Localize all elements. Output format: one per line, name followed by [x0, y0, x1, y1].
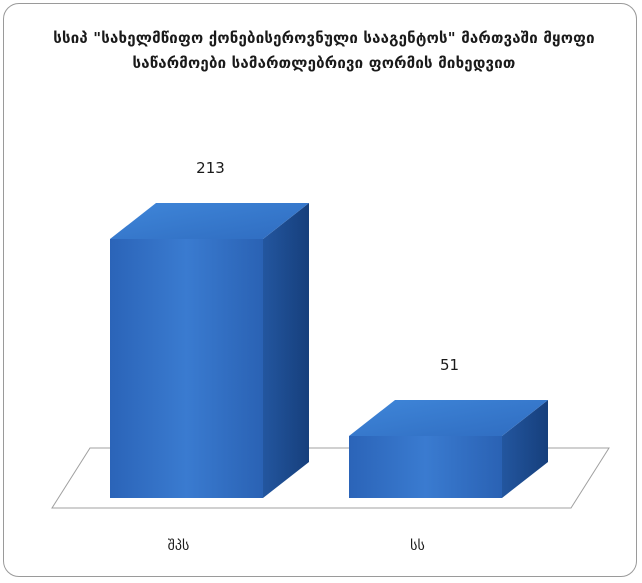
bar-1: [110, 203, 309, 498]
bar-top-2: [349, 399, 548, 436]
bar-side-1: [263, 203, 309, 498]
category-label-1: შპს: [168, 538, 190, 554]
bar-front-1: [110, 239, 263, 498]
category-label-2: სს: [410, 538, 425, 554]
bar-side-2: [502, 399, 548, 498]
chart-title: სსიპ "სახელმწიფო ქონებისეროვნული სააგენტ…: [53, 29, 595, 72]
labels-group: 213 შპს 51 სს: [168, 159, 459, 554]
chart-plot: 213 შპს 51 სს: [51, 159, 610, 554]
chart-frame: სსიპ "სახელმწიფო ქონებისეროვნული სააგენტ…: [3, 3, 637, 577]
bar-front-2: [349, 435, 502, 498]
bars-group: [110, 203, 548, 498]
data-label-2: 51: [440, 356, 459, 374]
bar-top-1: [110, 203, 309, 239]
bar-2: [349, 399, 548, 498]
data-label-1: 213: [196, 159, 225, 177]
